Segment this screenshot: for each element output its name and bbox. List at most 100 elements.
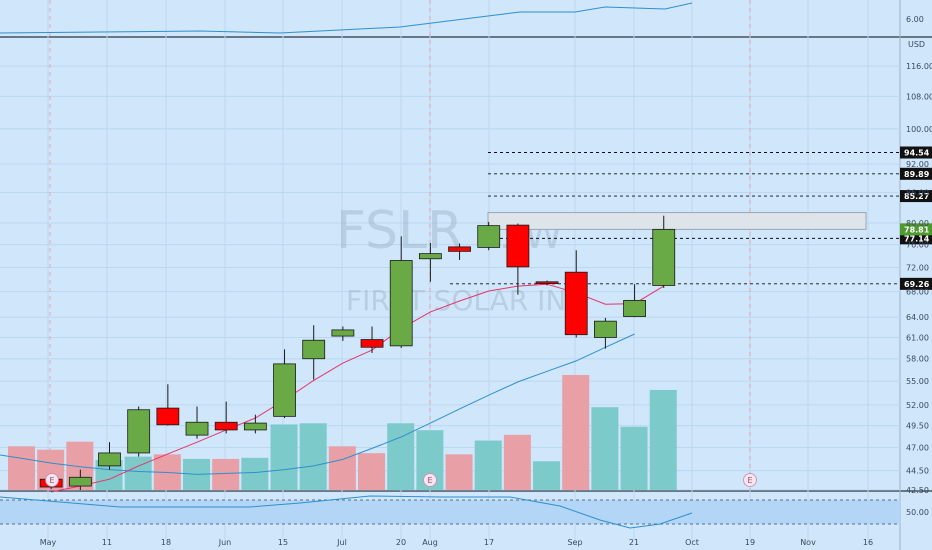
candle-body (623, 299, 646, 317)
watermark-symbol: FSLR (336, 201, 463, 261)
candle-body (594, 320, 617, 338)
price-tick-label: 61.00 (906, 333, 929, 342)
volume-bar (8, 446, 35, 490)
ema-slow-line (0, 333, 635, 475)
price-tick-label: 108.00 (906, 92, 932, 101)
price-level-tag (900, 190, 932, 203)
earnings-marker-label: E (747, 476, 752, 485)
candles-layer (39, 215, 676, 490)
candle-body (156, 407, 180, 426)
price-tick-label: 72.00 (906, 263, 929, 272)
currency-label: USD (908, 40, 925, 49)
volume-bar (212, 458, 240, 490)
price-tick-label: 92.00 (906, 160, 929, 169)
earnings-marker: E (423, 473, 437, 487)
time-tick-label: May (40, 538, 57, 547)
earnings-marker: E (743, 473, 757, 487)
price-level-label: 89.89 (904, 170, 930, 179)
price-tick-label: 52.00 (906, 401, 929, 410)
time-tick-label: Aug (422, 538, 438, 547)
price-tick-label: 68.00 (906, 288, 929, 297)
candle-body (418, 253, 442, 260)
volume-bar (649, 389, 677, 490)
bottom-panel-tick-label: 50.00 (906, 508, 929, 517)
candle-body (389, 260, 413, 347)
candle-body (127, 409, 151, 454)
bottom-panel-band (0, 500, 900, 524)
volume-bar (358, 453, 386, 490)
time-tick-label: Jul (336, 538, 347, 547)
volume-bar (591, 407, 619, 490)
time-tick-label: 11 (102, 538, 112, 547)
time-axis: May 11 18 Jun 15 Jul 20 Aug 17 Sep 21 Oct 19 Nov 16 (40, 538, 873, 547)
time-tick-label: 19 (745, 538, 755, 547)
time-tick-label: Sep (567, 538, 582, 547)
price-level-tag (900, 146, 932, 159)
volume-bar (270, 424, 298, 490)
ema-fast-line (51, 283, 664, 493)
earnings-marker-circle (45, 473, 59, 487)
price-level-label: 69.26 (904, 280, 930, 289)
volume-bar (328, 446, 356, 490)
bottom-panel: 50.00 (0, 495, 929, 529)
top-panel-line (0, 2, 693, 34)
candle-body (214, 421, 238, 431)
volume-bar (503, 434, 531, 490)
ema-layer (0, 283, 664, 493)
volume-bar (533, 461, 561, 490)
candle-body (506, 224, 530, 268)
earnings-marker-label: E (49, 476, 54, 485)
time-tick-label: 16 (863, 538, 873, 547)
price-tick-label: 100.00 (906, 125, 932, 134)
volume-bar (620, 426, 648, 490)
time-tick-label: 15 (278, 538, 288, 547)
price-level-label: 77.14 (904, 234, 930, 243)
price-tick-label: 44.50 (906, 467, 929, 476)
candle-body (243, 422, 267, 431)
price-tick-label: 64.00 (906, 313, 929, 322)
candle-body (302, 339, 326, 360)
time-tick-label: 18 (161, 538, 171, 547)
price-tick-label: 116.00 (906, 62, 932, 71)
candle-body (360, 339, 384, 348)
price-tick-label: 42.50 (906, 486, 929, 495)
candle-body (68, 476, 92, 487)
earnings-marker-circle (423, 473, 437, 487)
top-panel-tick-label: 6.00 (906, 15, 924, 24)
volume-bar (124, 456, 152, 490)
price-tick-label: 55.00 (906, 377, 929, 386)
price-tick-label: 76.00 (906, 241, 929, 250)
last-price-label: 78.81 (904, 225, 930, 234)
price-tick-label: 58.00 (906, 355, 929, 364)
resistance-zone (487, 212, 867, 230)
price-level-label: 85.27 (904, 192, 929, 201)
time-tick-label: 17 (484, 538, 494, 547)
earnings-marker-circle (743, 473, 757, 487)
top-panel: 6.00 (0, 2, 924, 34)
price-axis: 116.00 108.00 100.00 92.00 86.00 80.00 76.00 72… (906, 62, 932, 495)
time-tick-label: 20 (396, 538, 406, 547)
volume-bar (299, 423, 327, 490)
last-price-tag (900, 223, 932, 236)
candle-body (98, 452, 121, 467)
volume-bar (445, 454, 473, 490)
volume-bar (562, 375, 590, 490)
price-tick-label: 86.00 (906, 188, 929, 197)
bottom-panel-line (0, 495, 693, 529)
candle-body (535, 281, 559, 285)
candle-body (477, 225, 501, 248)
candle-body (273, 363, 296, 417)
time-tick-label: 21 (629, 538, 639, 547)
price-level-tag (900, 167, 932, 180)
time-tick-label: Oct (685, 538, 699, 547)
candle-body (564, 271, 588, 336)
price-level-tag (900, 277, 932, 290)
candle-body (331, 329, 355, 337)
price-tick-label: 47.00 (906, 444, 929, 453)
time-tick-label: Nov (800, 538, 816, 547)
price-level-tag (900, 232, 932, 245)
price-tick-label: 80.00 (906, 219, 929, 228)
earnings-marker: E (45, 473, 59, 487)
